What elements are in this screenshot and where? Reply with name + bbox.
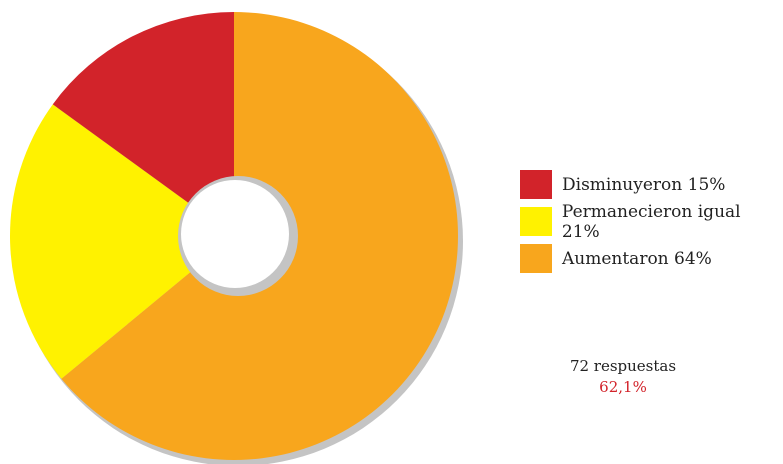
response-count: 72 respuestas xyxy=(569,357,677,375)
legend-label-increased: Aumentaron 64% xyxy=(562,248,712,269)
legend-swatch-increased xyxy=(520,244,552,273)
legend-label-same: Permanecieron igual 21% xyxy=(561,201,741,242)
response-summary: 72 respuestas 62,1% xyxy=(548,356,698,398)
legend-item-decreased: Disminuyeron 15% xyxy=(520,170,783,199)
legend-item-same: Permanecieron igual 21% xyxy=(520,202,783,242)
legend-swatch-decreased xyxy=(520,170,552,199)
legend: Disminuyeron 15% Permanecieron igual 21%… xyxy=(520,170,783,281)
pie-slice-disminuyeron xyxy=(52,12,234,236)
legend-label-decreased: Disminuyeron 15% xyxy=(562,174,726,195)
legend-swatch-same xyxy=(520,207,552,236)
donut-hole xyxy=(181,180,289,288)
legend-item-increased: Aumentaron 64% xyxy=(520,244,783,273)
response-percent: 62,1% xyxy=(599,378,647,396)
pie-slice-permanecieron-igual xyxy=(10,104,235,379)
